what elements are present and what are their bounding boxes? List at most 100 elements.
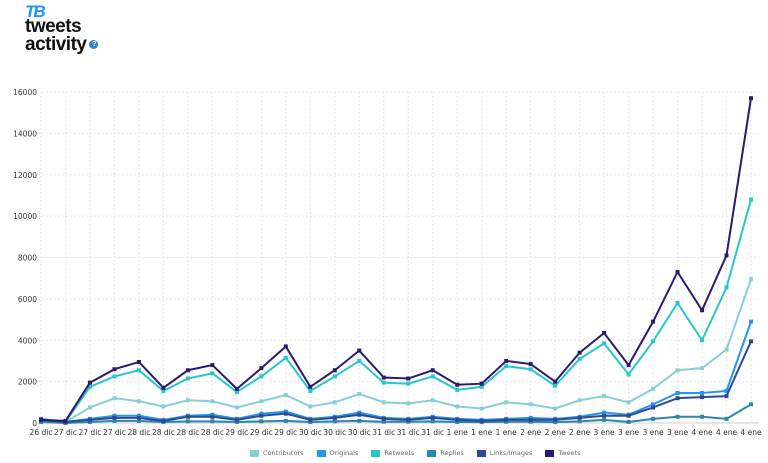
legend-swatch [545,449,555,457]
legend-item-replies[interactable]: Replies [427,449,464,457]
data-point-retweets [210,371,215,376]
x-tick-label: 26 dic [30,428,53,437]
data-point-retweets [455,387,460,392]
y-tick-label: 2000 [18,378,37,387]
legend-swatch [316,449,326,457]
data-point-replies [332,419,337,424]
data-point-originals [112,413,117,418]
data-point-contributors [528,402,533,407]
data-point-contributors [357,392,362,397]
data-point-tweets [553,379,558,384]
data-point-tweets [332,368,337,373]
data-point-retweets [626,372,631,377]
data-point-links-images [381,416,386,421]
data-point-replies [675,414,680,419]
x-tick-label: 27 dic [54,428,77,437]
data-point-tweets [87,380,92,385]
data-point-retweets [112,374,117,379]
data-point-retweets [700,338,705,343]
legend-swatch [250,449,259,457]
series-line-originals [40,321,752,423]
legend-item-retweets[interactable]: Retweets [371,449,414,457]
data-point-replies [87,419,92,424]
legend-item-links-images[interactable]: Links/Images [476,449,533,457]
data-point-originals [651,402,656,407]
y-tick-label: 12000 [13,171,37,180]
data-point-links-images [577,415,582,420]
x-tick-label: 30 dic [323,428,346,437]
data-point-tweets [675,269,680,274]
data-point-originals [283,409,288,414]
y-tick-label: 10000 [13,212,37,221]
data-point-links-images [479,418,484,423]
data-point-tweets [185,368,190,373]
data-point-contributors [234,405,239,410]
data-point-contributors [332,400,337,405]
data-point-retweets [528,367,533,372]
data-point-retweets [234,389,239,394]
data-point-tweets [430,368,435,373]
x-tick-label: 28 dic [201,428,224,437]
data-point-replies [700,414,705,419]
legend-item-originals[interactable]: Originals [316,449,359,457]
data-point-originals [136,413,141,418]
data-point-retweets [283,355,288,360]
x-tick-label: 28 dic [152,428,175,437]
data-point-retweets [332,374,337,379]
data-point-originals [259,411,264,416]
data-point-replies [39,419,43,424]
x-tick-label: 29 dic [250,428,273,437]
series-line-tweets [40,98,752,422]
data-point-replies [357,418,362,423]
data-point-tweets [504,358,509,363]
x-tick-label: 30 dic [299,428,322,437]
data-point-retweets [430,374,435,379]
data-point-tweets [651,319,656,324]
data-point-contributors [308,404,313,409]
data-point-retweets [724,285,729,290]
data-point-contributors [626,400,631,405]
data-point-retweets [381,380,386,385]
data-point-links-images [332,415,337,420]
data-point-replies [136,418,141,423]
data-point-links-images [283,411,288,416]
data-point-originals [602,410,607,415]
data-point-originals [700,391,705,396]
legend-swatch [427,449,437,457]
x-tick-label: 3 ene [618,428,640,437]
data-point-retweets [357,358,362,363]
data-point-retweets [185,376,190,381]
data-point-replies [308,419,313,424]
help-icon[interactable]: ? [89,40,99,50]
page-title: tweets activity? [25,17,99,54]
data-point-replies [626,419,631,424]
x-tick-label: 28 dic [127,428,150,437]
y-tick-label: 0 [32,419,37,428]
legend-item-contributors[interactable]: Contributors [250,449,304,457]
data-point-links-images [700,395,705,400]
data-point-tweets [234,386,239,391]
data-point-replies [185,419,190,424]
data-point-links-images [87,417,92,422]
data-point-tweets [210,363,215,368]
data-point-retweets [651,339,656,344]
legend-label: Originals [329,449,359,457]
legend-label: Links/Images [489,449,533,457]
data-point-retweets [749,197,753,202]
data-point-originals [210,412,215,417]
data-point-tweets [39,417,43,422]
data-point-contributors [283,393,288,398]
data-point-contributors [479,406,484,411]
data-point-retweets [308,388,313,393]
data-point-tweets [381,375,386,380]
legend-item-tweets[interactable]: Tweets [545,449,581,457]
data-point-retweets [577,356,582,361]
data-point-tweets [626,363,631,368]
data-point-links-images [234,417,239,422]
x-tick-label: 4 ene [691,428,713,437]
data-point-links-images [185,414,190,419]
data-point-originals [528,415,533,420]
data-point-replies [381,419,386,424]
data-point-contributors [185,398,190,403]
data-point-links-images [406,417,411,422]
